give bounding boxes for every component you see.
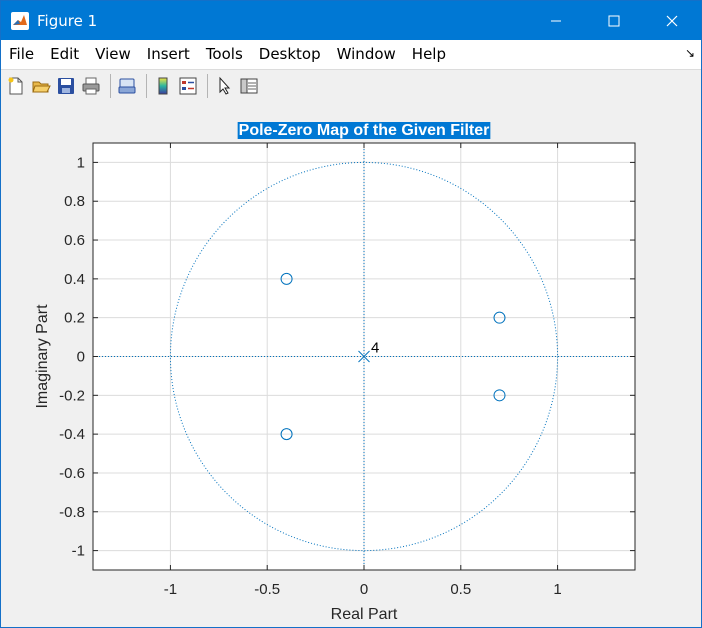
pointer-button[interactable] xyxy=(213,75,235,97)
title-bar[interactable]: Figure 1 xyxy=(1,1,701,40)
pole-zero-plot: -1 -0.5 0 0.5 1 1 0.8 0.6 0.4 0.2 0 -0.2 -0.4 -0.6 -0.… xyxy=(34,122,636,623)
menu-desktop[interactable]: Desktop xyxy=(258,45,321,63)
toolbar-separator xyxy=(207,74,208,98)
maximize-button[interactable] xyxy=(585,1,643,40)
menu-view[interactable]: View xyxy=(95,45,131,63)
figure-toolbar xyxy=(1,70,701,103)
y-tick-label: -0.2 xyxy=(59,387,85,404)
pole-multiplicity-label: 4 xyxy=(371,340,379,357)
pole-marker[interactable] xyxy=(358,350,370,363)
y-tick-label: -0.4 xyxy=(59,426,85,443)
menu-file[interactable]: File xyxy=(9,45,35,63)
menu-tools[interactable]: Tools xyxy=(205,45,243,63)
y-tick-label: -1 xyxy=(72,543,85,560)
legend-button[interactable] xyxy=(177,75,199,97)
open-file-icon xyxy=(32,81,51,93)
pole-marker-stroke xyxy=(358,350,370,363)
dock-arrow-icon[interactable]: ↘ xyxy=(684,46,695,60)
y-tick-label: 0.4 xyxy=(64,271,85,288)
zero-marker[interactable] xyxy=(280,272,293,285)
x-tick-label: 0 xyxy=(360,581,368,598)
zero-marker[interactable] xyxy=(280,428,293,441)
x-tick-label: -0.5 xyxy=(254,581,280,598)
close-icon xyxy=(666,15,678,26)
maximize-icon xyxy=(608,15,620,26)
y-tick-label: 0 xyxy=(77,349,85,366)
colorbar-icon xyxy=(158,77,168,95)
open-file-button[interactable] xyxy=(30,75,52,97)
print-button[interactable] xyxy=(80,75,102,97)
x-tick-label: 1 xyxy=(553,581,561,598)
pointer-icon xyxy=(219,76,231,95)
x-axis-label[interactable]: Real Part xyxy=(331,606,398,623)
new-figure-icon xyxy=(8,77,23,95)
x-tick-label: -1 xyxy=(164,581,177,598)
minimize-icon xyxy=(551,20,561,21)
print-icon xyxy=(82,77,100,95)
save-icon xyxy=(58,78,74,94)
legend-icon xyxy=(179,77,197,95)
property-inspector-button[interactable] xyxy=(238,75,260,97)
menu-help[interactable]: Help xyxy=(411,45,446,63)
menu-insert[interactable]: Insert xyxy=(146,45,190,63)
y-tick-label: 0.2 xyxy=(64,310,85,327)
y-tick-label: 0.8 xyxy=(64,193,85,210)
matlab-icon xyxy=(11,11,29,30)
y-tick-label: 0.6 xyxy=(64,232,85,249)
y-tick-label: -0.8 xyxy=(59,504,85,521)
toolbar-separator xyxy=(146,74,147,98)
chart-title-highlight xyxy=(237,122,491,139)
y-axis-label[interactable]: Imaginary Part xyxy=(34,304,51,409)
print-preview-icon xyxy=(118,78,136,94)
window-title: Figure 1 xyxy=(37,11,98,30)
zero-marker[interactable] xyxy=(493,311,506,324)
menu-bar: File Edit View Insert Tools Desktop Wind… xyxy=(1,40,701,70)
y-tick-label: 1 xyxy=(77,154,85,171)
zero-marker[interactable] xyxy=(493,389,506,402)
menu-window[interactable]: Window xyxy=(336,45,396,63)
close-button[interactable] xyxy=(643,1,701,40)
y-tick-label: -0.6 xyxy=(59,465,85,482)
new-figure-button[interactable] xyxy=(5,75,27,97)
property-inspector-icon xyxy=(240,78,258,94)
x-tick-label: 0.5 xyxy=(450,581,471,598)
save-button[interactable] xyxy=(55,75,77,97)
chart-title[interactable]: Pole-Zero Map of the Given Filter xyxy=(239,122,490,139)
menu-edit[interactable]: Edit xyxy=(50,45,80,63)
colorbar-button[interactable] xyxy=(152,75,174,97)
unit-circle xyxy=(169,161,559,552)
minimize-button[interactable] xyxy=(527,1,585,40)
toolbar-separator xyxy=(110,74,111,98)
figure-canvas: -1 -0.5 0 0.5 1 1 0.8 0.6 0.4 0.2 0 -0.2 -0.4 -0.6 -0.… xyxy=(1,102,701,627)
print-preview-button[interactable] xyxy=(116,75,138,97)
